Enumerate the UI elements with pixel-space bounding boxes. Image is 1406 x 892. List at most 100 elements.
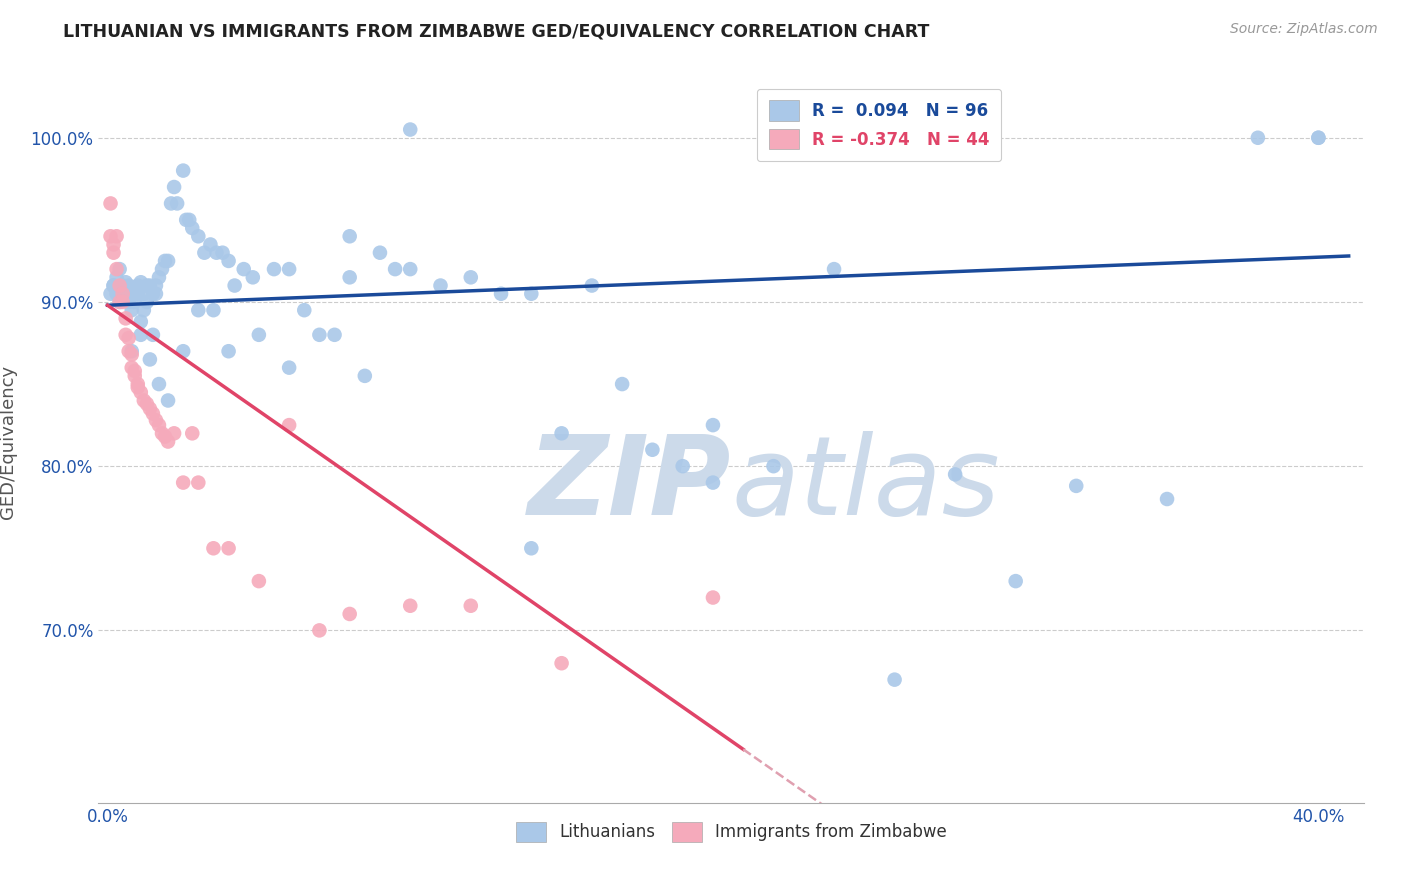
Point — [103, 245, 125, 260]
Point — [129, 385, 152, 400]
Point — [1004, 574, 1026, 588]
Point — [127, 380, 149, 394]
Point — [200, 237, 222, 252]
Point — [489, 286, 512, 301]
Point — [105, 270, 128, 285]
Text: atlas: atlas — [731, 432, 1000, 539]
Point — [292, 303, 315, 318]
Point — [100, 196, 122, 211]
Point — [187, 475, 209, 490]
Point — [108, 262, 131, 277]
Point — [124, 368, 146, 383]
Point — [103, 278, 125, 293]
Point — [135, 397, 157, 411]
Point — [247, 327, 270, 342]
Point — [323, 327, 346, 342]
Point — [148, 270, 170, 285]
Point — [181, 426, 204, 441]
Point — [118, 278, 141, 293]
Point — [384, 262, 406, 277]
Text: Source: ZipAtlas.com: Source: ZipAtlas.com — [1230, 22, 1378, 37]
Point — [114, 327, 136, 342]
Point — [135, 295, 157, 310]
Text: LITHUANIAN VS IMMIGRANTS FROM ZIMBABWE GED/EQUIVALENCY CORRELATION CHART: LITHUANIAN VS IMMIGRANTS FROM ZIMBABWE G… — [63, 22, 929, 40]
Point — [111, 286, 134, 301]
Point — [242, 270, 264, 285]
Point — [127, 278, 149, 293]
Point — [308, 327, 330, 342]
Point — [1064, 479, 1087, 493]
Point — [368, 245, 391, 260]
Point — [100, 286, 122, 301]
Point — [193, 245, 215, 260]
Text: ZIP: ZIP — [527, 432, 731, 539]
Point — [145, 286, 167, 301]
Point — [127, 377, 149, 392]
Point — [132, 393, 155, 408]
Point — [139, 352, 162, 367]
Point — [148, 377, 170, 392]
Point — [172, 344, 194, 359]
Point — [121, 286, 143, 301]
Point — [148, 418, 170, 433]
Point — [202, 541, 225, 556]
Point — [399, 599, 422, 613]
Point — [108, 278, 131, 293]
Point — [118, 331, 141, 345]
Point — [224, 278, 246, 293]
Point — [145, 278, 167, 293]
Point — [278, 360, 301, 375]
Point — [111, 295, 134, 310]
Point — [174, 212, 197, 227]
Point — [157, 434, 180, 449]
Point — [108, 295, 131, 310]
Point — [124, 364, 146, 378]
Point — [1308, 130, 1330, 145]
Point — [823, 262, 845, 277]
Point — [211, 245, 233, 260]
Point — [105, 229, 128, 244]
Point — [943, 467, 966, 482]
Point — [129, 315, 152, 329]
Point — [157, 393, 180, 408]
Point — [121, 347, 143, 361]
Point — [124, 282, 146, 296]
Point — [105, 286, 128, 301]
Point — [153, 253, 176, 268]
Point — [308, 624, 330, 638]
Point — [339, 229, 361, 244]
Point — [429, 278, 451, 293]
Point — [218, 253, 240, 268]
Point — [103, 237, 125, 252]
Point — [129, 275, 152, 289]
Point — [163, 426, 186, 441]
Point — [1247, 130, 1270, 145]
Point — [172, 475, 194, 490]
Point — [702, 418, 724, 433]
Point — [142, 407, 165, 421]
Point — [883, 673, 905, 687]
Point — [121, 303, 143, 318]
Point — [132, 286, 155, 301]
Point — [124, 295, 146, 310]
Point — [247, 574, 270, 588]
Point — [121, 344, 143, 359]
Point — [142, 327, 165, 342]
Point — [150, 262, 173, 277]
Point — [187, 303, 209, 318]
Point — [139, 278, 162, 293]
Point — [118, 344, 141, 359]
Point — [163, 180, 186, 194]
Point — [135, 278, 157, 293]
Point — [103, 278, 125, 293]
Point — [550, 426, 572, 441]
Point — [111, 286, 134, 301]
Point — [205, 245, 228, 260]
Point — [105, 262, 128, 277]
Point — [202, 303, 225, 318]
Y-axis label: GED/Equivalency: GED/Equivalency — [0, 365, 17, 518]
Point — [114, 275, 136, 289]
Point — [339, 607, 361, 621]
Point — [218, 344, 240, 359]
Point — [702, 475, 724, 490]
